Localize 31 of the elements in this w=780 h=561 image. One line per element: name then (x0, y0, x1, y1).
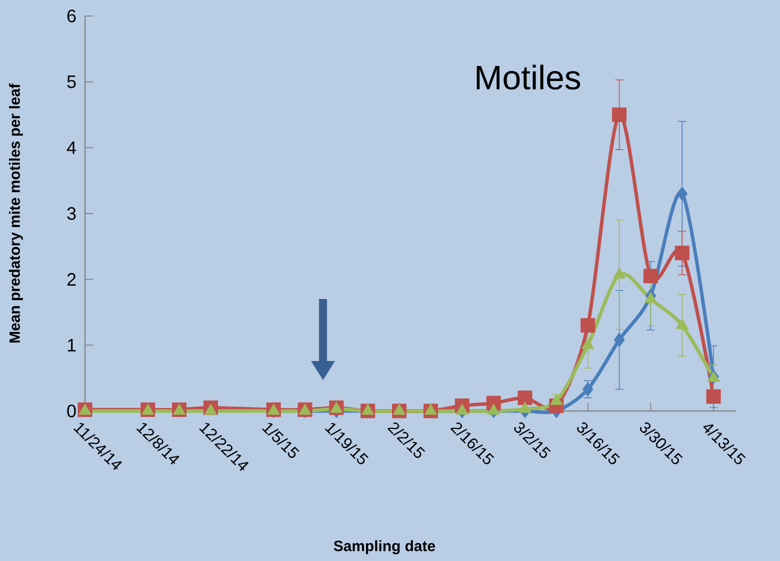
point (612, 107, 627, 122)
y-tick-label: 4 (66, 141, 76, 154)
point (644, 292, 658, 303)
point (518, 402, 532, 413)
point (643, 268, 658, 284)
y-tick-label: 6 (67, 10, 76, 22)
x-axis-title: Sampling date (334, 540, 436, 554)
text: Motiles (476, 64, 580, 90)
y-tick-label: 0 (67, 404, 76, 418)
point (487, 404, 500, 415)
y-axis-title: Mean predatory mite motiles per leaf (8, 84, 23, 342)
point (612, 267, 626, 278)
point (676, 186, 688, 201)
point (456, 404, 468, 415)
y-tick-label: 1 (68, 338, 76, 352)
point (706, 389, 721, 404)
y-tick-label: 2 (67, 273, 76, 286)
point (580, 318, 596, 333)
y-tick-label: 5 (67, 76, 76, 88)
point (676, 318, 688, 330)
point (674, 246, 690, 260)
point (424, 404, 438, 415)
point (550, 394, 563, 405)
y-tick-label: 3 (67, 207, 76, 220)
point (204, 404, 218, 415)
point (582, 382, 594, 397)
point (518, 390, 532, 406)
point (582, 338, 594, 349)
point (614, 332, 625, 348)
point (392, 404, 406, 415)
point (362, 404, 374, 415)
